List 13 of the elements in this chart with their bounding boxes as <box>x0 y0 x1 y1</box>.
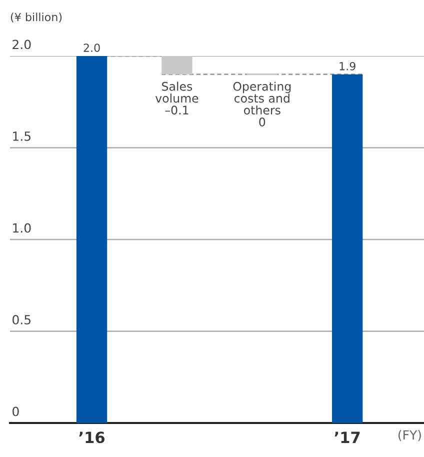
x-tick-label: ’16 <box>79 432 104 444</box>
data-label: 1.9 <box>340 62 356 70</box>
data-label: 2.0 <box>84 44 100 52</box>
x-axis-title: (FY) <box>398 430 421 442</box>
x-tick-label: ’17 <box>334 432 360 443</box>
y-tick-label: 1.0 <box>13 223 31 233</box>
y-tick-label: 0.5 <box>12 314 30 324</box>
y-tick-label: 1.5 <box>13 132 30 141</box>
y-axis-title: (¥ billion) <box>10 12 62 23</box>
y-tick-label: 0 <box>12 406 19 416</box>
y-tick-label: 2.0 <box>12 40 31 50</box>
data-label: Sales volume –0.1 <box>155 82 198 115</box>
data-label: Operating costs and others 0 <box>233 82 291 126</box>
